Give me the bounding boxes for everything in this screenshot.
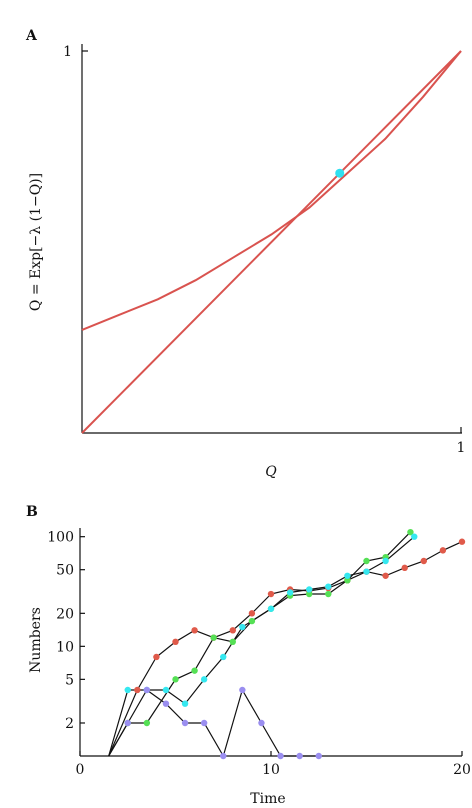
panel-b-series-4-point — [277, 752, 284, 760]
panel-b-series-3-point — [200, 676, 208, 683]
panel-b-x-axis-title: Time — [250, 791, 285, 807]
panel-b-series-3-point — [239, 623, 246, 631]
panel-b-series-4-point — [143, 686, 151, 694]
panel-b-series-3-point — [306, 586, 313, 593]
panel-b-series-2-point — [229, 638, 236, 646]
panel-b-series-1-point — [439, 547, 447, 554]
panel-b-series-1-point — [458, 538, 466, 545]
panel-b-series-2-point — [143, 719, 151, 727]
panel-b-series-1-point — [134, 686, 141, 694]
panel-b-series-2-point — [248, 617, 256, 625]
panel-b-series-4-point — [239, 686, 246, 694]
panel-b-series-2-point — [344, 577, 351, 584]
panel-a-x-tick-label: 1 — [457, 440, 466, 456]
panel-b-chart: Time Numbers 2 5 10 20 50 100 0 10 20 — [28, 528, 471, 807]
panel-b-series-3-point — [344, 572, 351, 579]
panel-b-series-3-point — [325, 583, 332, 590]
panel-b-series-3-point — [220, 653, 227, 661]
panel-b-series-3-point — [286, 589, 294, 596]
panel-b-y-tick-label: 10 — [56, 639, 74, 655]
panel-b-series-2-point — [407, 528, 414, 536]
panel-b-series-4-line — [108, 688, 319, 758]
panel-b-series-3-point — [181, 700, 189, 707]
panel-b-series-4-point — [124, 719, 131, 727]
panel-b-series-2-point — [172, 676, 179, 683]
panel-a-x-axis-title: Q — [265, 464, 277, 480]
panel-b-series-4-point — [200, 719, 208, 727]
panel-b-series-1-point — [153, 653, 160, 661]
panel-a-fixed-point — [335, 168, 345, 178]
panel-b-series-4-point — [296, 752, 303, 760]
panel-b-series-1-point — [172, 638, 179, 646]
panel-b-y-tick-label: 20 — [56, 606, 74, 622]
panel-b-series-1-point — [267, 590, 275, 598]
panel-a-y-axis-title: Q = Exp[−λ (1−Q)] — [28, 173, 44, 311]
panel-b-series-4-point — [315, 752, 322, 760]
panel-b-y-tick-label: 50 — [56, 563, 74, 579]
panel-b-series-1-point — [420, 557, 427, 565]
panel-b-series-1-point — [401, 564, 408, 572]
panel-b-letter: B — [26, 504, 38, 520]
panel-b-y-axis-title: Numbers — [28, 607, 44, 673]
panel-b-series-1-point — [382, 572, 389, 579]
panel-b-series-4-point — [258, 719, 265, 727]
panel-b-series-2-point — [191, 667, 198, 674]
panel-b-series-4-point — [181, 719, 189, 727]
panel-b-series-4-point — [220, 752, 227, 760]
panel-b-x-tick-label: 10 — [262, 762, 280, 778]
panel-a-chart: 1 1 Q Q = Exp[−λ (1−Q)] — [28, 44, 465, 480]
panel-b-x-tick-label: 0 — [76, 762, 85, 778]
panel-a-letter: A — [25, 28, 38, 44]
panel-b-series-3-line — [108, 536, 415, 757]
panel-a-identity-curve — [81, 50, 462, 434]
panel-b-y-tick-label: 100 — [47, 530, 74, 546]
panel-b-series-3-point — [267, 605, 275, 612]
panel-b-series-2-point — [325, 590, 332, 598]
panel-b-y-tick-label: 5 — [65, 672, 74, 688]
panel-b-series-3-point — [382, 557, 389, 565]
panel-b-series-3-point — [162, 686, 170, 694]
panel-a-y-tick-label: 1 — [63, 44, 72, 60]
panel-b-series-2-point — [306, 590, 313, 598]
panel-b-y-tick-label: 2 — [65, 716, 74, 732]
panel-b-series-2-point — [210, 634, 217, 641]
panel-b-series-1-point — [191, 627, 198, 634]
panel-b-series-1-point — [229, 627, 236, 634]
panel-b-series-4-point — [162, 700, 170, 707]
panel-b-series-1-point — [248, 610, 256, 617]
panel-b-series-3-point — [363, 568, 370, 575]
panel-b-series-1-line — [108, 541, 463, 757]
panel-b-series-2-point — [363, 557, 370, 565]
panel-b-series-3-point — [124, 686, 131, 694]
panel-b-series-3-point — [411, 533, 418, 540]
panel-b-x-tick-label: 20 — [453, 762, 471, 778]
panel-a-function-curve — [81, 50, 462, 331]
